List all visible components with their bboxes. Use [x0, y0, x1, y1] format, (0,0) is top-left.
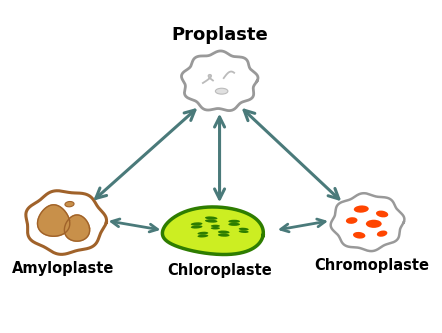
Text: Amyloplaste: Amyloplaste: [12, 261, 114, 276]
Polygon shape: [162, 207, 263, 254]
Ellipse shape: [211, 227, 220, 229]
Ellipse shape: [239, 230, 249, 233]
Ellipse shape: [346, 217, 358, 224]
Ellipse shape: [377, 230, 387, 237]
Ellipse shape: [215, 88, 228, 94]
Ellipse shape: [191, 222, 202, 225]
Ellipse shape: [366, 220, 382, 228]
Ellipse shape: [198, 232, 208, 235]
Ellipse shape: [354, 205, 369, 213]
Ellipse shape: [353, 232, 366, 239]
Ellipse shape: [229, 223, 240, 226]
Ellipse shape: [376, 210, 388, 217]
Ellipse shape: [239, 228, 249, 230]
Text: Chloroplaste: Chloroplaste: [167, 263, 272, 278]
Polygon shape: [331, 193, 404, 251]
Text: Proplaste: Proplaste: [171, 26, 268, 44]
Ellipse shape: [218, 233, 229, 237]
Polygon shape: [65, 215, 90, 241]
Ellipse shape: [229, 220, 240, 223]
Text: Chromoplaste: Chromoplaste: [314, 258, 429, 273]
Ellipse shape: [191, 225, 202, 228]
Polygon shape: [182, 51, 258, 111]
Ellipse shape: [218, 230, 229, 234]
Polygon shape: [26, 191, 107, 254]
Polygon shape: [38, 205, 70, 236]
Ellipse shape: [205, 216, 217, 220]
Ellipse shape: [211, 225, 220, 227]
Ellipse shape: [198, 234, 208, 237]
Ellipse shape: [65, 201, 74, 207]
Ellipse shape: [205, 219, 217, 223]
